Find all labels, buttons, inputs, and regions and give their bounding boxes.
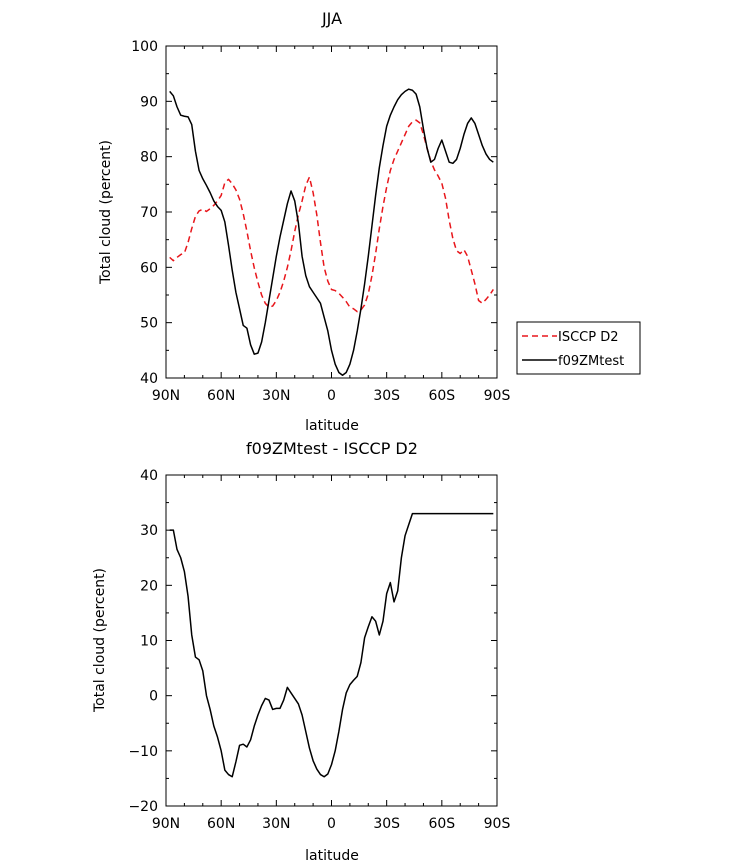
legend-label-isccp: ISCCP D2 bbox=[558, 330, 619, 345]
y-tick-label: 90 bbox=[140, 94, 158, 110]
top-series-line-2 bbox=[169, 88, 494, 376]
x-tick-label: 90S bbox=[484, 388, 511, 404]
y-tick-label: 60 bbox=[140, 260, 158, 276]
x-tick-label: 60S bbox=[428, 388, 455, 404]
bottom-series-line-1 bbox=[169, 512, 494, 778]
top-series-group bbox=[169, 88, 494, 376]
x-tick-label: 30S bbox=[373, 816, 400, 832]
y-tick-label: −10 bbox=[128, 744, 158, 760]
top-y-axis-label: Total cloud (percent) bbox=[98, 140, 114, 285]
bottom-axis-ticks: 90N 60N 30N 0 30S 60S 90S −20 −10 0 10 20 30 40 bbox=[128, 468, 510, 832]
bottom-y-axis-label: Total cloud (percent) bbox=[92, 568, 108, 713]
bottom-chart-title: f09ZMtest - ISCCP D2 bbox=[246, 439, 418, 458]
x-tick-label: 30N bbox=[262, 816, 290, 832]
top-axis-ticks: 90N 60N 30N 0 30S 60S 90S 40 50 60 70 80 90 100 bbox=[131, 39, 510, 404]
x-tick-label: 60N bbox=[207, 816, 235, 832]
y-tick-label: 30 bbox=[140, 523, 158, 539]
x-tick-label: 0 bbox=[327, 388, 336, 404]
x-tick-label: 60S bbox=[428, 816, 455, 832]
top-plot-frame bbox=[165, 45, 498, 379]
top-panel: JJA 90N 60N 30N 0 30S 60S 90S 40 50 60 70 80 90 100 l… bbox=[98, 9, 641, 434]
x-tick-label: 90N bbox=[152, 816, 180, 832]
y-tick-label: 80 bbox=[140, 150, 158, 166]
legend-box bbox=[516, 321, 641, 375]
y-tick-label: 50 bbox=[140, 316, 158, 332]
bottom-series-group bbox=[169, 512, 494, 778]
y-tick-label: 10 bbox=[140, 634, 158, 650]
x-tick-label: 0 bbox=[327, 816, 336, 832]
y-tick-label: 40 bbox=[140, 371, 158, 387]
top-chart-title: JJA bbox=[321, 9, 342, 28]
y-tick-label: −20 bbox=[128, 799, 158, 815]
top-x-axis-label: latitude bbox=[305, 418, 359, 434]
x-tick-label: 90S bbox=[484, 816, 511, 832]
x-tick-label: 60N bbox=[207, 388, 235, 404]
y-tick-label: 100 bbox=[131, 39, 158, 55]
bottom-panel: f09ZMtest - ISCCP D2 90N 60N 30N 0 30S 60S 90S… bbox=[92, 439, 510, 864]
legend-label-model: f09ZMtest bbox=[558, 354, 624, 369]
y-tick-label: 20 bbox=[140, 578, 158, 594]
top-series-line-1 bbox=[169, 119, 494, 313]
y-tick-label: 40 bbox=[140, 468, 158, 484]
x-tick-label: 30N bbox=[262, 388, 290, 404]
bottom-x-axis-label: latitude bbox=[305, 848, 359, 864]
x-tick-label: 90N bbox=[152, 388, 180, 404]
bottom-plot-frame bbox=[165, 474, 498, 807]
x-tick-label: 30S bbox=[373, 388, 400, 404]
y-tick-label: 0 bbox=[149, 689, 158, 705]
legend: ISCCP D2 f09ZMtest bbox=[516, 321, 641, 375]
y-tick-label: 70 bbox=[140, 205, 158, 221]
